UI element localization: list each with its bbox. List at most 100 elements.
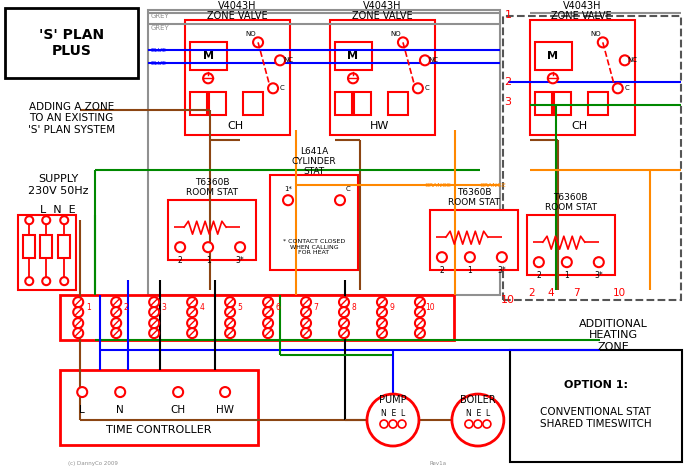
Text: GREY: GREY (150, 14, 169, 19)
Circle shape (594, 257, 604, 267)
Circle shape (111, 297, 121, 307)
Text: CH: CH (572, 121, 588, 132)
Circle shape (203, 73, 213, 83)
Text: NO: NO (391, 31, 402, 37)
Circle shape (253, 37, 263, 47)
Circle shape (348, 73, 358, 83)
FancyBboxPatch shape (185, 21, 290, 135)
Circle shape (73, 318, 83, 328)
Circle shape (474, 420, 482, 428)
Text: 4: 4 (548, 288, 554, 298)
Circle shape (377, 307, 387, 317)
Text: 10: 10 (501, 295, 515, 305)
FancyBboxPatch shape (527, 215, 615, 275)
Circle shape (377, 318, 387, 328)
Circle shape (173, 387, 183, 397)
Text: 2: 2 (178, 256, 183, 265)
Text: BOILER: BOILER (460, 395, 495, 405)
Text: N: N (117, 405, 124, 415)
Text: T6360B
ROOM STAT: T6360B ROOM STAT (186, 177, 238, 197)
Circle shape (620, 55, 630, 66)
Text: 2: 2 (124, 303, 128, 312)
Text: M: M (348, 51, 359, 61)
Circle shape (613, 83, 623, 93)
Text: 1: 1 (206, 256, 210, 265)
Text: 8: 8 (352, 303, 356, 312)
Text: NC: NC (283, 58, 293, 63)
Text: V4043H: V4043H (562, 1, 601, 11)
Text: 3*: 3* (497, 266, 506, 275)
Circle shape (398, 420, 406, 428)
Text: ORANGE: ORANGE (480, 183, 506, 188)
Text: 1: 1 (86, 303, 90, 312)
Circle shape (301, 307, 311, 317)
Text: L  N  E: L N E (41, 205, 76, 215)
Text: 9: 9 (390, 303, 395, 312)
FancyBboxPatch shape (530, 21, 635, 135)
Text: 4: 4 (199, 303, 204, 312)
Circle shape (203, 242, 213, 252)
Circle shape (73, 297, 83, 307)
Text: BLUE: BLUE (150, 48, 166, 53)
Text: SUPPLY
230V 50Hz: SUPPLY 230V 50Hz (28, 175, 88, 196)
FancyBboxPatch shape (168, 200, 256, 260)
Circle shape (380, 420, 388, 428)
Circle shape (598, 37, 608, 47)
FancyBboxPatch shape (190, 42, 227, 70)
Circle shape (335, 195, 345, 205)
Circle shape (415, 318, 425, 328)
Text: NO: NO (591, 31, 601, 37)
Circle shape (420, 55, 430, 66)
Circle shape (187, 328, 197, 338)
Text: V4043H: V4043H (218, 1, 257, 11)
Circle shape (389, 420, 397, 428)
Circle shape (437, 252, 447, 262)
Circle shape (301, 297, 311, 307)
Text: ADDING A ZONE
TO AN EXISTING
'S' PLAN SYSTEM: ADDING A ZONE TO AN EXISTING 'S' PLAN SY… (28, 102, 115, 135)
Circle shape (263, 307, 273, 317)
Circle shape (415, 297, 425, 307)
Circle shape (220, 387, 230, 397)
Circle shape (301, 318, 311, 328)
Text: 3: 3 (161, 303, 166, 312)
Circle shape (187, 307, 197, 317)
Text: 2: 2 (504, 77, 511, 88)
Text: C: C (346, 186, 351, 192)
Circle shape (111, 328, 121, 338)
FancyBboxPatch shape (335, 42, 372, 70)
FancyBboxPatch shape (58, 235, 70, 258)
Circle shape (465, 420, 473, 428)
Circle shape (465, 252, 475, 262)
Text: C: C (624, 85, 629, 91)
Text: 6: 6 (275, 303, 281, 312)
Circle shape (149, 307, 159, 317)
Circle shape (60, 216, 68, 224)
FancyBboxPatch shape (388, 92, 408, 115)
Circle shape (60, 277, 68, 285)
Circle shape (115, 387, 125, 397)
Circle shape (26, 277, 33, 285)
Text: Rev1a: Rev1a (430, 461, 447, 466)
Text: N  E  L: N E L (381, 409, 405, 417)
FancyBboxPatch shape (535, 92, 552, 115)
Circle shape (42, 277, 50, 285)
FancyBboxPatch shape (535, 42, 572, 70)
Text: 5: 5 (237, 303, 242, 312)
Text: 1: 1 (504, 10, 511, 21)
Text: 3: 3 (504, 97, 511, 107)
FancyBboxPatch shape (510, 350, 682, 462)
Circle shape (187, 318, 197, 328)
Text: GREY: GREY (150, 25, 169, 31)
Circle shape (175, 242, 185, 252)
FancyBboxPatch shape (190, 92, 207, 115)
Text: HW: HW (371, 121, 390, 132)
FancyBboxPatch shape (148, 10, 500, 295)
Circle shape (111, 318, 121, 328)
Circle shape (263, 297, 273, 307)
FancyBboxPatch shape (430, 210, 518, 270)
Text: 2: 2 (529, 288, 535, 298)
Text: T6360B
ROOM STAT: T6360B ROOM STAT (448, 188, 500, 207)
FancyBboxPatch shape (588, 92, 608, 115)
Circle shape (339, 307, 349, 317)
FancyBboxPatch shape (209, 92, 226, 115)
